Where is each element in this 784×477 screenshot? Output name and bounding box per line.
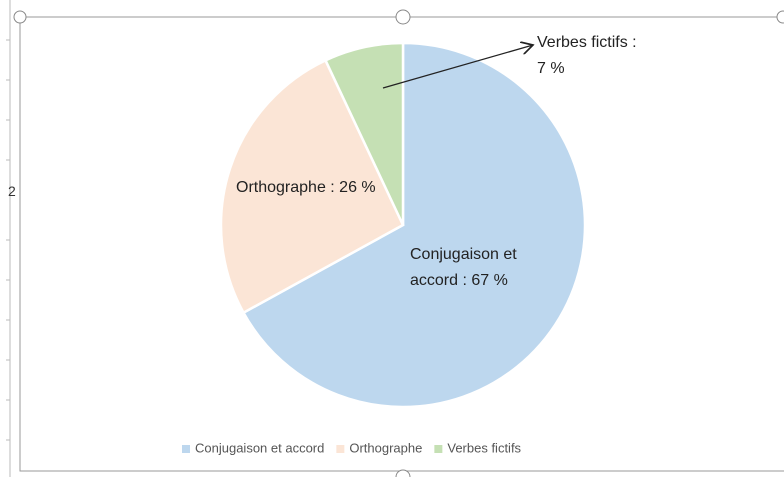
sheet-ruler [6, 0, 11, 477]
data-label: Verbes fictifs : 7 % [537, 34, 637, 77]
legend-swatch [182, 445, 190, 453]
legend-label: Orthographe [349, 440, 422, 455]
row-label: 2 [8, 183, 16, 199]
legend-swatch [434, 445, 443, 453]
legend-label: Conjugaison et accord [195, 440, 324, 455]
resize-handle[interactable] [395, 469, 411, 477]
data-label: Conjugaison et accord : 67 % [410, 246, 517, 289]
resize-handle[interactable] [776, 10, 784, 24]
legend-label: Verbes fictifs [447, 440, 521, 455]
pie-slice [323, 41, 405, 226]
legend-swatch [336, 445, 345, 453]
pie-slice [241, 41, 587, 409]
pie-slice [219, 58, 405, 315]
resize-handle[interactable] [395, 9, 411, 25]
resize-handle[interactable] [13, 10, 27, 24]
data-label: Orthographe : 26 % [236, 179, 376, 196]
leader-arrow [382, 45, 533, 89]
